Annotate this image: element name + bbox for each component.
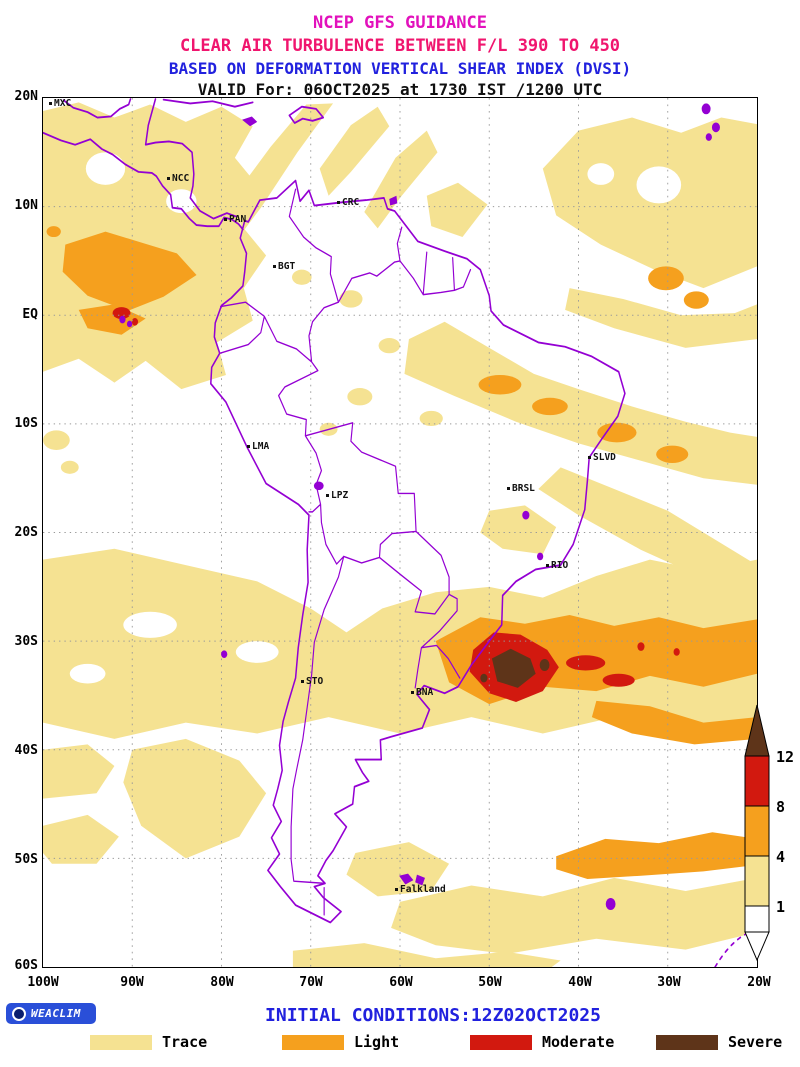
scale-label-12: 12 [776, 748, 795, 766]
station-dot [301, 680, 304, 683]
lat-tick-10S: 10S [14, 416, 38, 431]
legend-label-trace: Trace [162, 1033, 208, 1051]
lon-tick-20W: 20W [747, 975, 771, 990]
title-line-4: VALID For: 06OCT2025 at 1730 IST /1200 U… [197, 80, 603, 99]
station-marker-rio: RIO [546, 561, 568, 571]
color-scale [744, 704, 770, 962]
severe-shading-layer [480, 648, 550, 688]
weaclim-label: WEACLIM [31, 1007, 81, 1020]
station-marker-lpz: LPZ [326, 491, 348, 501]
lat-tick-60S: 60S [14, 958, 38, 973]
station-marker-crc: CRC [337, 198, 359, 208]
station-dot [167, 177, 170, 180]
legend-label-severe: Severe [728, 1033, 783, 1051]
title-line-2: CLEAR AIR TURBULENCE BETWEEN F/L 390 TO … [179, 36, 621, 56]
scale-light-segment [744, 805, 770, 857]
legend-item-severe: Severe [656, 1033, 782, 1051]
trace-swatch [90, 1034, 152, 1050]
station-marker-sto: STO [301, 677, 323, 687]
severe-swatch [656, 1034, 718, 1050]
weaclim-badge: WEACLIM [6, 1003, 96, 1024]
border-layer [219, 188, 472, 916]
moderate-swatch [470, 1034, 532, 1050]
map-canvas: MXC NCC CRC PAN BGT LMA LPZ BRSL SLVD RI… [42, 97, 758, 968]
lat-tick-EQ: EQ [22, 307, 38, 322]
lon-tick-90W: 90W [120, 975, 144, 990]
lat-tick-50S: 50S [14, 852, 38, 867]
station-marker-slvd: SLVD [588, 453, 616, 463]
station-dot [49, 102, 52, 105]
map-graphics [43, 98, 757, 967]
scale-label-4: 4 [776, 848, 786, 866]
legend-label-moderate: Moderate [542, 1033, 615, 1051]
lon-tick-80W: 80W [210, 975, 234, 990]
station-marker-pan: PAN [224, 215, 246, 225]
station-marker-falkland: Falkland [395, 885, 446, 895]
coastline-layer [43, 98, 757, 967]
scale-empty-segment [744, 905, 770, 933]
lat-tick-10N: 10N [14, 198, 38, 213]
lon-tick-40W: 40W [568, 975, 592, 990]
island-lake-layer [119, 103, 720, 910]
lon-tick-30W: 30W [657, 975, 681, 990]
lon-tick-60W: 60W [389, 975, 413, 990]
lon-tick-50W: 50W [478, 975, 502, 990]
lon-tick-100W: 100W [27, 975, 59, 990]
station-dot [546, 564, 549, 567]
title-line-3: BASED ON DEFORMATION VERTICAL SHEAR INDE… [168, 59, 632, 78]
lat-tick-20S: 20S [14, 525, 38, 540]
scale-label-1: 1 [776, 898, 786, 916]
light-swatch [282, 1034, 344, 1050]
station-dot [224, 218, 227, 221]
lat-tick-20N: 20N [14, 89, 38, 104]
title-line-1: NCEP GFS GUIDANCE [313, 13, 487, 33]
station-marker-bgt: BGT [273, 262, 295, 272]
station-dot [337, 201, 340, 204]
scale-trace-segment [744, 855, 770, 907]
station-marker-ncc: NCC [167, 174, 189, 184]
station-marker-bna: BNA [411, 688, 433, 698]
station-dot [247, 445, 250, 448]
legend-item-moderate: Moderate [470, 1033, 614, 1051]
station-dot [395, 888, 398, 891]
grid-layer [43, 98, 757, 967]
station-dot [326, 494, 329, 497]
legend-item-trace: Trace [90, 1033, 207, 1051]
scale-moderate-segment [744, 755, 770, 807]
station-dot [588, 456, 591, 459]
station-marker-lma: LMA [247, 442, 269, 452]
lat-tick-40S: 40S [14, 743, 38, 758]
weaclim-logo-icon [12, 1006, 26, 1021]
legend-label-light: Light [354, 1033, 400, 1051]
scale-severe-arrow [744, 704, 770, 757]
lon-tick-70W: 70W [299, 975, 323, 990]
station-marker-brsl: BRSL [507, 484, 535, 494]
initial-conditions-text: INITIAL CONDITIONS:12Z02OCT2025 [265, 1005, 601, 1026]
lat-tick-30S: 30S [14, 634, 38, 649]
legend-item-light: Light [282, 1033, 399, 1051]
station-dot [507, 487, 510, 490]
scale-label-8: 8 [776, 798, 786, 816]
station-dot [411, 691, 414, 694]
station-dot [273, 265, 276, 268]
scale-empty-arrow [744, 931, 770, 962]
station-marker-mxc: MXC [49, 99, 71, 109]
